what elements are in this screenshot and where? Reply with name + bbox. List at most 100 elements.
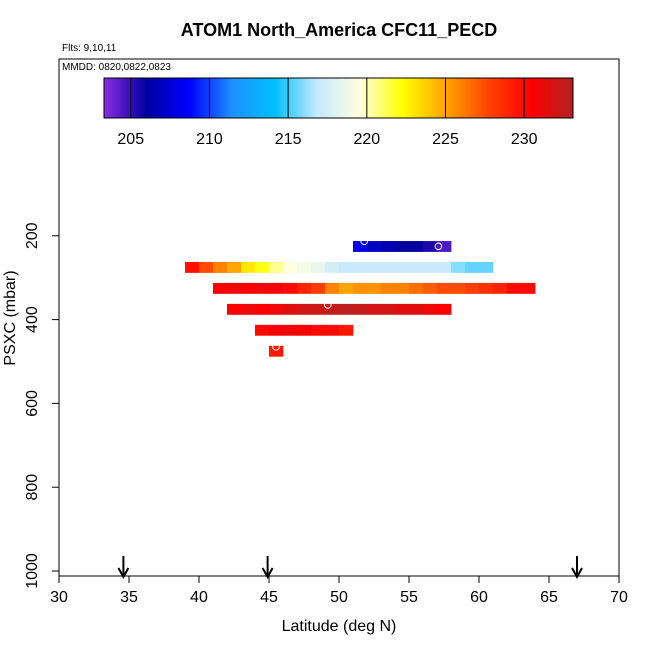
heatmap-cell (241, 261, 256, 273)
heatmap-cell (297, 261, 312, 273)
heatmap-cell (353, 241, 368, 252)
heatmap-cell (493, 282, 508, 294)
heatmap-cell (381, 241, 396, 252)
heatmap-cell (395, 261, 410, 273)
heatmap-cell (395, 303, 410, 315)
heatmap-cell (199, 261, 214, 273)
heatmap-cell (297, 324, 312, 336)
heatmap-cell (409, 261, 424, 273)
y-tick-label: 200 (24, 222, 41, 249)
heatmap-cell (353, 282, 368, 294)
heatmap-cell (423, 241, 438, 252)
heatmap-cell (297, 282, 312, 294)
heatmap-cell (395, 282, 410, 294)
heatmap-cell (227, 303, 242, 315)
sample-point (324, 301, 332, 309)
heatmap-cell (437, 303, 452, 315)
x-tick-label: 70 (610, 589, 628, 606)
heatmap-cell (269, 345, 284, 357)
heatmap-cell (269, 303, 284, 315)
heatmap-cell (227, 282, 242, 294)
heatmap-cell (521, 282, 536, 294)
heatmap-cell (479, 261, 494, 273)
heatmap-cell (423, 303, 438, 315)
y-tick-label: 800 (24, 474, 41, 501)
heatmap-cell (381, 282, 396, 294)
sample-point (360, 237, 369, 246)
heatmap-cell (409, 303, 424, 315)
x-tick-label: 50 (330, 589, 348, 606)
flight-marker-arrowhead (571, 567, 583, 580)
colorbar-tick-label: 225 (432, 131, 459, 148)
heatmap-cell (283, 324, 298, 336)
heatmap-cell (339, 324, 354, 336)
heatmap-cell (367, 303, 382, 315)
heatmap-cell (213, 282, 228, 294)
colorbar-strip (103, 77, 574, 119)
heatmap-cell (255, 261, 270, 273)
colorbar-tick-label: 220 (353, 131, 380, 148)
heatmap-cell (311, 282, 326, 294)
heatmap-cell (507, 282, 522, 294)
colorbar-tick-label: 210 (196, 131, 223, 148)
y-tick-label: 600 (24, 390, 41, 417)
heatmap-cell (241, 282, 256, 294)
heatmap-cell (409, 282, 424, 294)
heatmap-cell (269, 324, 284, 336)
heatmap-cell (227, 261, 242, 273)
heatmap-cell (465, 282, 480, 294)
flight-marker-arrowhead (117, 567, 130, 580)
y-tick-label: 1000 (24, 553, 41, 589)
colorbar: 205 210 215 220 225 230 (103, 77, 574, 148)
sample-point (272, 343, 280, 351)
heatmap-cell (367, 282, 382, 294)
x-axis-label: Latitude (deg N) (282, 618, 397, 635)
heatmap-cell (367, 241, 382, 252)
heatmap-cell (283, 261, 298, 273)
heatmap-cell (297, 303, 312, 315)
heatmap-cell (185, 261, 200, 273)
x-tick-label: 65 (540, 589, 558, 606)
x-tick-label: 60 (470, 589, 488, 606)
flight-marker-arrowhead (261, 567, 274, 580)
heatmap-cell (255, 324, 270, 336)
heatmap-cell (437, 241, 452, 252)
heatmap-cell (339, 282, 354, 294)
heatmap-cell (213, 261, 228, 273)
y-tick-label: 400 (24, 306, 41, 333)
colorbar-tick-label: 215 (275, 131, 302, 148)
heatmap-cell (325, 324, 340, 336)
heatmap-cell (311, 324, 326, 336)
heatmap-cell (423, 282, 438, 294)
sample-point (522, 299, 531, 307)
heatmap-cell (325, 282, 340, 294)
heatmap-cell (437, 261, 452, 273)
chart-title: ATOM1 North_America CFC11_PECD (181, 20, 497, 40)
heatmap-cell (479, 282, 494, 294)
heatmap-cells (185, 241, 536, 357)
heatmap-cell (283, 303, 298, 315)
x-tick-label: 40 (190, 589, 208, 606)
heatmap-cell (311, 303, 326, 315)
x-tick-label: 35 (120, 589, 138, 606)
heatmap-cell (353, 261, 368, 273)
heatmap-cell (269, 282, 284, 294)
heatmap-cell (311, 261, 326, 273)
heatmap-cell (283, 282, 298, 294)
x-tick-label: 55 (400, 589, 418, 606)
flights-label: Flts: 9,10,11 (62, 43, 117, 54)
colorbar-tick-label: 230 (511, 131, 538, 148)
heatmap-cell (395, 241, 410, 252)
heatmap-cell (451, 261, 466, 273)
heatmap-cell (255, 303, 270, 315)
x-tick-label: 30 (50, 589, 68, 606)
heatmap-cell (269, 261, 284, 273)
sample-point (434, 242, 443, 251)
heatmap-cell (255, 282, 270, 294)
heatmap-cell (241, 303, 256, 315)
y-axis-label: PSXC (mbar) (2, 270, 19, 365)
heatmap-cell (381, 261, 396, 273)
sample-point (182, 273, 191, 282)
heatmap-cell (325, 261, 340, 273)
